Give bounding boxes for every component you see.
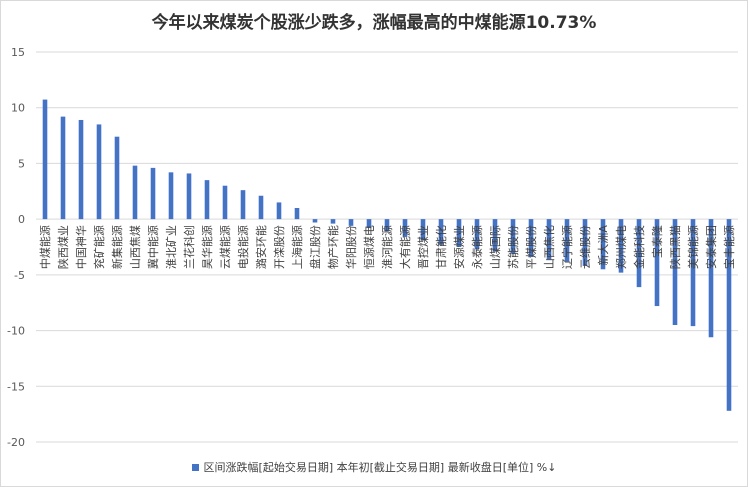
bar (330, 219, 336, 224)
bar (294, 208, 300, 220)
bar (726, 219, 732, 411)
y-tick-label: 5 (18, 157, 25, 170)
bar (492, 219, 498, 252)
x-tick-label: 山西焦化 (542, 225, 556, 269)
x-tick-label: 开滦股份 (272, 225, 286, 269)
x-tick-label: 山煤国际 (489, 225, 502, 269)
x-axis-labels: 中煤能源 陕西煤业 中国神华 兖矿能源 新集能源 山西焦煤 冀中能源 淮北矿业 兰花科创 昊华能源… (38, 225, 736, 269)
y-tick-label: -15 (7, 380, 25, 393)
bar (564, 219, 570, 262)
x-tick-label: 恒源煤电 (362, 225, 376, 269)
x-tick-label: 山西焦煤 (129, 225, 142, 269)
bar (402, 219, 408, 237)
x-tick-label: 新集能源 (110, 225, 124, 269)
x-tick-label: 中煤能源 (38, 225, 52, 269)
x-tick-label: 安源煤业 (452, 225, 466, 269)
bar (150, 167, 156, 220)
x-tick-label: 辽宁能源 (560, 225, 574, 269)
x-tick-label: 兖矿能源 (92, 225, 106, 269)
y-tick-label: -20 (7, 436, 25, 449)
chart-title: 今年以来煤炭个股涨少跌多，涨幅最高的中煤能源10.73% (151, 13, 597, 33)
bar (222, 185, 228, 220)
x-tick-label: 苏能股份 (506, 225, 520, 269)
x-tick-label: 宝丰能源 (722, 225, 736, 269)
x-tick-label: 华阳股份 (344, 225, 358, 269)
bar (672, 219, 678, 325)
bar (312, 219, 318, 223)
bar (276, 202, 282, 220)
bar (96, 124, 102, 220)
x-tick-label: 平煤股份 (525, 225, 538, 269)
x-tick-label: 盘江股份 (308, 225, 322, 269)
y-tick-label: -10 (7, 325, 25, 338)
bar (114, 136, 120, 220)
bar (420, 219, 426, 241)
x-tick-label: 安泰集团 (704, 225, 718, 269)
x-tick-label: 大有能源 (398, 225, 412, 269)
x-tick-label: 淮河能源 (380, 225, 394, 269)
x-tick-label: 电投能源 (236, 225, 250, 269)
y-tick-label: -5 (14, 269, 25, 282)
x-tick-label: 物产环能 (326, 225, 340, 269)
x-tick-label: 中国神华 (74, 225, 88, 269)
bar (690, 219, 696, 327)
bar (636, 219, 642, 288)
x-tick-label: 潞安环能 (254, 225, 268, 269)
x-tick-label: 冀中能源 (146, 225, 160, 269)
bar (474, 219, 480, 250)
bar (582, 219, 588, 266)
bar (132, 165, 138, 220)
bar (258, 195, 264, 220)
x-tick-label: 云维股份 (579, 225, 592, 269)
x-tick-label: 陕西煤业 (56, 225, 70, 269)
bar (240, 190, 246, 220)
x-tick-label: 云煤能源 (218, 225, 232, 269)
bar (456, 219, 462, 247)
bar (654, 219, 660, 307)
bar (438, 219, 444, 245)
legend-label: 区间涨跌幅[起始交易日期] 本年初[截止交易日期] 最新收盘日[单位] %↓ (203, 461, 557, 474)
y-tick-label: 10 (11, 102, 25, 115)
bar (510, 219, 516, 254)
legend: 区间涨跌幅[起始交易日期] 本年初[截止交易日期] 最新收盘日[单位] %↓ (0, 459, 748, 475)
bar (384, 219, 390, 232)
bar (42, 99, 48, 220)
x-tick-label: 上海能源 (290, 225, 304, 269)
bar (366, 219, 372, 229)
bar (60, 116, 66, 220)
bar (204, 180, 210, 220)
x-tick-label: 永泰能源 (470, 225, 484, 269)
y-tick-label: 15 (11, 46, 25, 59)
bar (348, 219, 354, 226)
x-tick-label: 晋控煤业 (416, 225, 430, 269)
y-axis: 15 10 5 0 -5 -10 -15 -20 (7, 46, 25, 449)
x-tick-label: 宝泰隆 (650, 225, 664, 258)
bar (168, 172, 174, 220)
x-tick-label: 金能科技 (632, 225, 646, 269)
bar (546, 219, 552, 260)
x-tick-label: 昊华能源 (200, 225, 214, 269)
x-tick-label: 陕西黑猫 (668, 225, 682, 269)
bar (618, 219, 624, 273)
bar (528, 219, 534, 258)
bar (78, 119, 84, 220)
bar (708, 219, 714, 338)
legend-swatch (191, 463, 199, 471)
x-tick-label: 郑州煤电 (614, 225, 628, 269)
x-tick-label: 兰花科创 (182, 225, 196, 269)
x-tick-label: 美锦能源 (686, 225, 700, 269)
x-tick-label: 淮北矿业 (165, 225, 178, 269)
x-tick-label: 甘肃能化 (434, 225, 448, 269)
x-tick-label: 新大洲A (596, 225, 610, 266)
bars (42, 99, 732, 411)
bar (600, 219, 606, 270)
bar (186, 173, 192, 220)
y-tick-label: 0 (18, 213, 25, 226)
